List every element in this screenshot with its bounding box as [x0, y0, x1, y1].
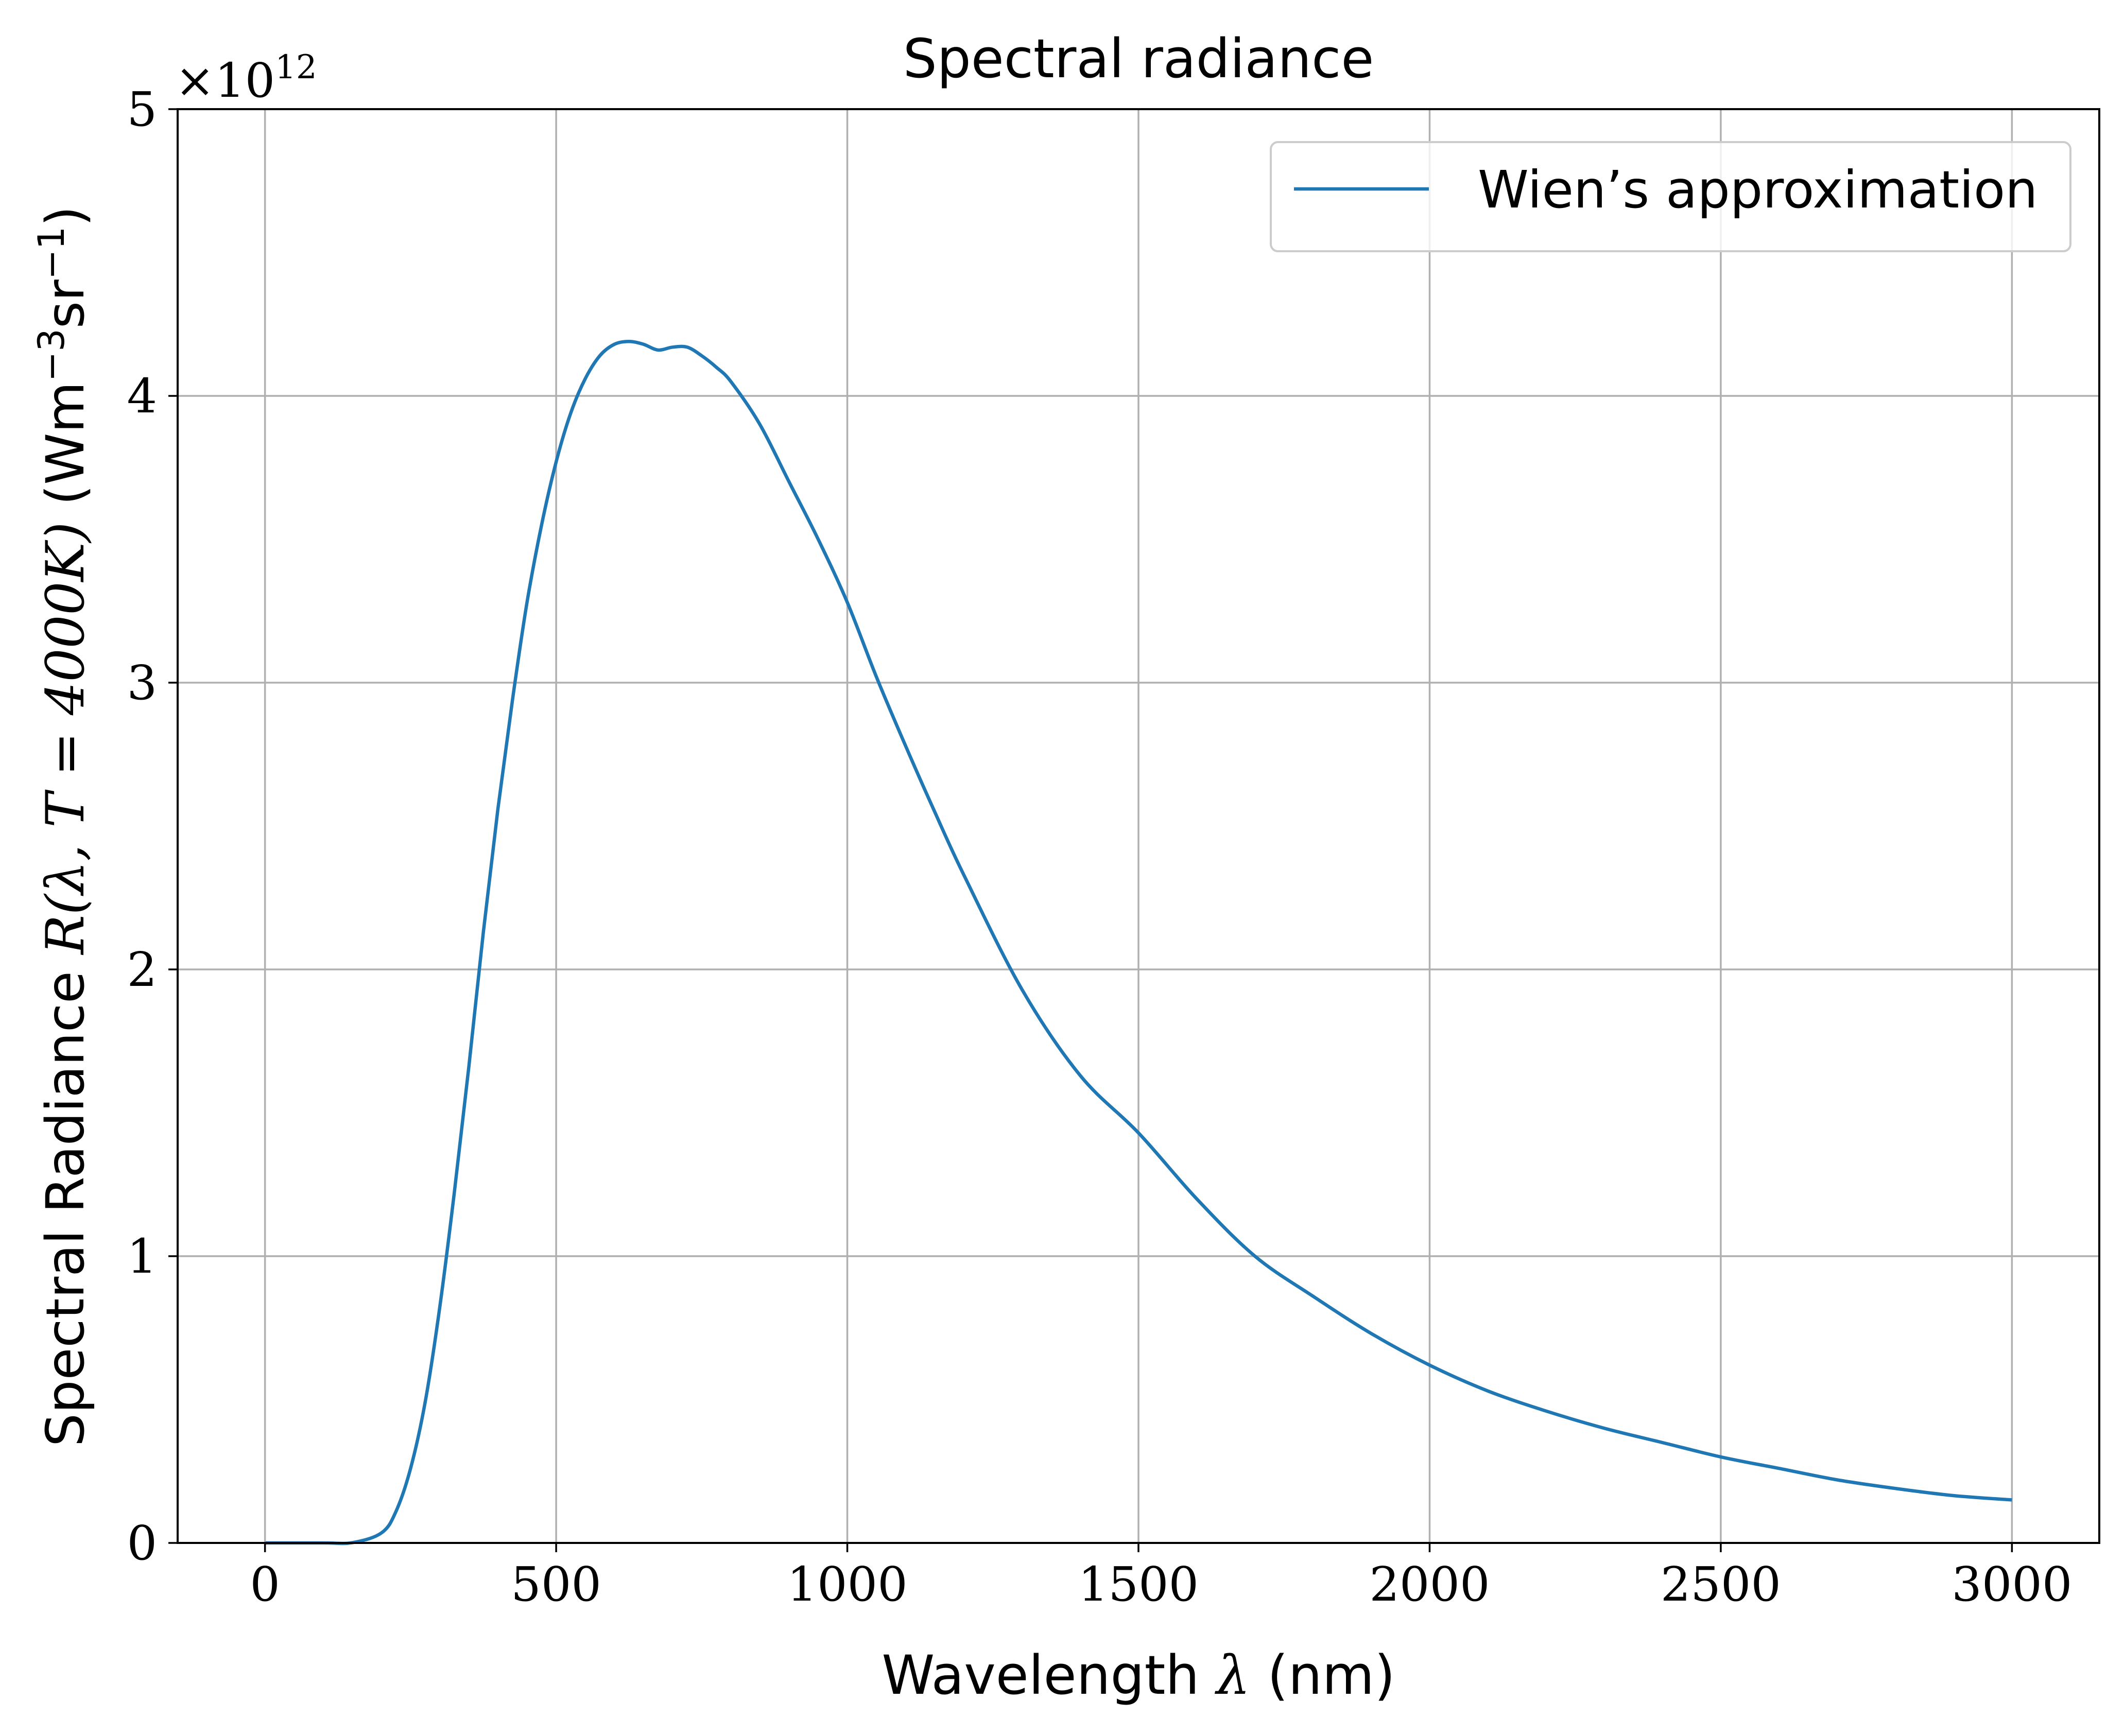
y-offset-exponent: 12	[275, 48, 317, 86]
y-tick-label: 2	[127, 942, 157, 997]
series-line-wien	[265, 339, 2012, 1546]
y-axis-label-units: (Wm	[35, 381, 96, 522]
y-tick-label: 1	[127, 1229, 157, 1284]
y-axis-label-math: R(λ, T = 4000K)	[35, 522, 96, 956]
x-tick-label: 2500	[1661, 1557, 1781, 1612]
y-tick-label: 0	[127, 1516, 157, 1571]
y-tick-label: 5	[127, 82, 157, 137]
legend-box	[1270, 141, 2071, 252]
x-tick-label: 0	[250, 1557, 280, 1612]
y-axis-label-prefix: Spectral Radiance	[35, 954, 96, 1447]
x-axis-label-symbol: λ	[1214, 1644, 1250, 1707]
y-axis-label-units-mid: sr	[35, 280, 96, 328]
y-offset-text: ×1012	[175, 48, 317, 108]
legend: Wien’s approximation	[1270, 141, 2071, 252]
x-tick-label: 2000	[1369, 1557, 1490, 1612]
x-tick-label: 3000	[1952, 1557, 2072, 1612]
y-axis-label-units-exp1: −3	[30, 328, 73, 381]
grid-layer	[178, 109, 2099, 1543]
x-axis-label-suffix: (nm)	[1250, 1644, 1395, 1707]
legend-label-wien: Wien’s approximation	[1478, 160, 2038, 220]
y-offset-base: ×10	[175, 53, 275, 108]
chart-title: Spectral radiance	[903, 27, 1374, 90]
x-axis-label-text: Wavelength	[882, 1644, 1216, 1707]
y-tick-label: 3	[127, 655, 157, 710]
x-tick-label: 1000	[787, 1557, 907, 1612]
y-axis-label-units-close: )	[35, 206, 96, 227]
x-axis-label: Wavelength λ (nm)	[882, 1644, 1395, 1707]
x-tick-label: 500	[511, 1557, 601, 1612]
tick-layer: 0 500 1000 1500 2000 2500 3000 0 1 2 3 4 5	[127, 82, 2072, 1612]
y-tick-label: 4	[127, 369, 157, 424]
x-tick-label: 1500	[1078, 1557, 1199, 1612]
y-axis-label: Spectral Radiance R(λ, T = 4000K) (Wm−3s…	[30, 206, 96, 1447]
y-axis-label-units-exp2: −1	[30, 227, 73, 280]
